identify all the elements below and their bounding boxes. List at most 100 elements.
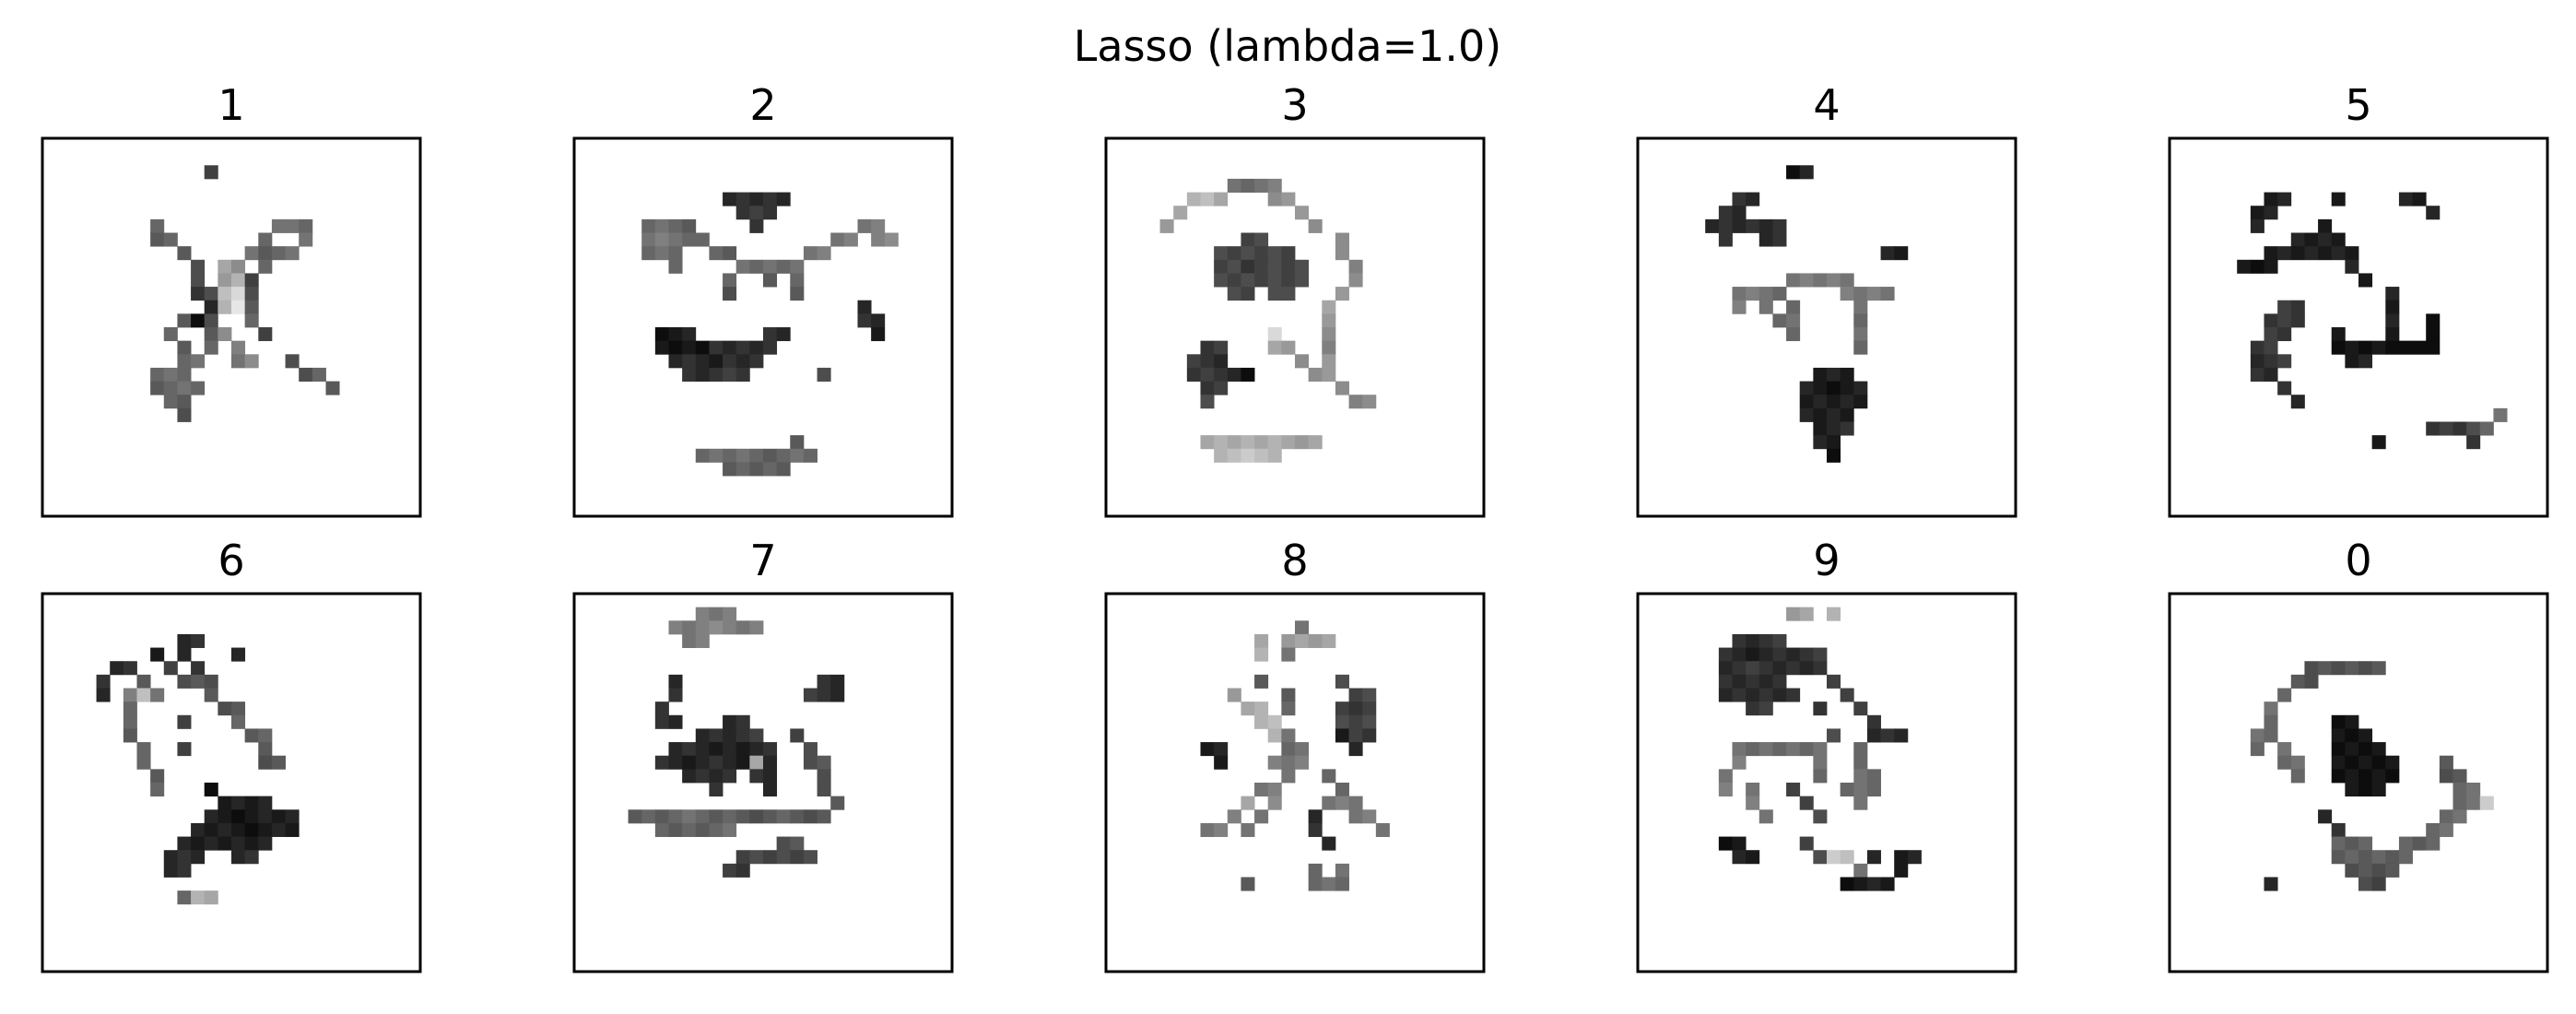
heatmap-cell — [2290, 313, 2305, 328]
heatmap-cell — [258, 728, 273, 743]
heatmap-cell — [763, 742, 778, 757]
heatmap-cell — [1254, 435, 1269, 450]
heatmap-cell — [1308, 435, 1323, 450]
heatmap-cell — [204, 327, 218, 342]
heatmap-cell — [1308, 877, 1323, 891]
heatmap-cell — [285, 354, 300, 369]
heatmap-cell — [1772, 647, 1787, 662]
heatmap-cell — [2358, 836, 2373, 851]
heatmap-cell — [1348, 273, 1363, 288]
heatmap-cell — [1254, 178, 1269, 193]
heatmap-cell — [163, 395, 178, 409]
heatmap-cell — [723, 192, 737, 206]
heatmap-cell — [1759, 742, 1773, 757]
heatmap-cell — [695, 728, 710, 743]
heatmap-cell — [191, 259, 206, 274]
heatmap-cell — [1241, 435, 1255, 450]
heatmap-cell — [150, 232, 165, 247]
heatmap-cell — [2358, 273, 2373, 288]
heatmap-cell — [2452, 421, 2467, 436]
heatmap-cell — [299, 367, 313, 382]
heatmap-cell — [2290, 300, 2305, 314]
heatmap-cell — [1322, 327, 1336, 342]
heatmap-cell — [776, 192, 791, 206]
heatmap-cell — [258, 836, 273, 851]
heatmap-cell — [830, 688, 845, 702]
heatmap-cell — [150, 381, 165, 395]
heatmap-cell — [1718, 836, 1733, 851]
heatmap-cell — [2479, 796, 2494, 810]
heatmap-cell — [1348, 809, 1363, 824]
heatmap-cell — [1241, 287, 1255, 301]
heatmap-cell — [244, 313, 259, 328]
heatmap-cell — [1322, 836, 1336, 851]
heatmap-cell — [1214, 448, 1229, 463]
heatmap-cell — [110, 661, 124, 676]
heatmap-cell — [1254, 647, 1269, 662]
heatmap-cell — [1813, 769, 1828, 784]
heatmap-cell — [218, 836, 232, 851]
heatmap-cell — [1813, 661, 1828, 676]
heatmap-cell — [1322, 633, 1336, 648]
heatmap-cell — [1254, 633, 1269, 648]
heatmap-cell — [1322, 796, 1336, 810]
heatmap-cell — [191, 287, 206, 301]
heatmap-cell — [2264, 367, 2278, 382]
heatmap-cell — [177, 647, 192, 662]
heatmap-cell — [682, 620, 697, 635]
heatmap-cell — [123, 728, 137, 743]
heatmap-cell — [231, 702, 246, 716]
heatmap-cell — [1746, 287, 1760, 301]
heatmap-cell — [1267, 448, 1282, 463]
heatmap-cell — [1840, 273, 1854, 288]
heatmap-cell — [244, 287, 259, 301]
heatmap-cell — [857, 313, 872, 328]
heatmap-cell — [2358, 354, 2373, 369]
heatmap-cell — [668, 755, 683, 770]
heatmap-cell — [749, 259, 764, 274]
heatmap-cell — [709, 367, 723, 382]
heatmap-cell — [244, 300, 259, 314]
heatmap-cell — [1827, 395, 1841, 409]
heatmap-cell — [2331, 822, 2346, 837]
heatmap-cell — [1200, 435, 1215, 450]
heatmap-cell — [2452, 769, 2467, 784]
heatmap-cell — [735, 367, 750, 382]
heatmap-cell — [258, 232, 273, 247]
heatmap-cell — [763, 448, 778, 463]
heatmap-cell — [2331, 327, 2346, 342]
heatmap-cell — [2290, 246, 2305, 261]
heatmap-cell — [258, 822, 273, 837]
heatmap-cell — [1759, 218, 1773, 233]
heatmap-cell — [244, 728, 259, 743]
heatmap-cell — [2264, 313, 2278, 328]
heatmap-cell — [1375, 822, 1390, 837]
heatmap-cell — [1281, 647, 1296, 662]
heatmap-cell — [2304, 674, 2319, 689]
heatmap-cell — [749, 206, 764, 220]
heatmap-cell — [1227, 688, 1241, 702]
heatmap-cell — [735, 620, 750, 635]
heatmap-cell — [1267, 340, 1282, 355]
heatmap-cell — [231, 259, 246, 274]
heatmap-cell — [1786, 607, 1801, 621]
heatmap-cell — [1759, 300, 1773, 314]
heatmap-cell — [871, 327, 886, 342]
heatmap-cell — [191, 313, 206, 328]
heatmap-cell — [150, 218, 165, 233]
heatmap-cell — [1772, 218, 1787, 233]
heatmap-cell — [1335, 381, 1349, 395]
heatmap-cell — [1866, 728, 1881, 743]
heatmap-cell — [749, 755, 764, 770]
heatmap-cell — [1308, 367, 1323, 382]
heatmap-cell — [2371, 850, 2386, 865]
heatmap-cell — [1254, 246, 1269, 261]
heatmap-cell — [1866, 287, 1881, 301]
heatmap-cell — [871, 313, 886, 328]
heatmap-cell — [2371, 340, 2386, 355]
heatmap-cell — [1732, 688, 1747, 702]
heatmap-cell — [1732, 742, 1747, 757]
heatmap-cell — [790, 287, 805, 301]
heatmap-cell — [1759, 287, 1773, 301]
heatmap-cell — [723, 287, 737, 301]
